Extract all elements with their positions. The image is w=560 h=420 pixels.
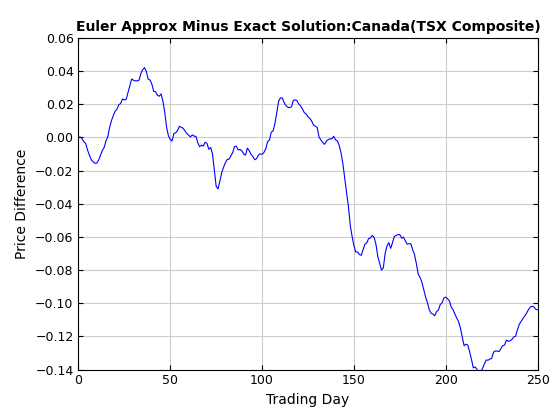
Y-axis label: Price Difference: Price Difference: [16, 149, 30, 259]
X-axis label: Trading Day: Trading Day: [267, 393, 349, 407]
Title: Euler Approx Minus Exact Solution:Canada(TSX Composite): Euler Approx Minus Exact Solution:Canada…: [76, 20, 540, 34]
